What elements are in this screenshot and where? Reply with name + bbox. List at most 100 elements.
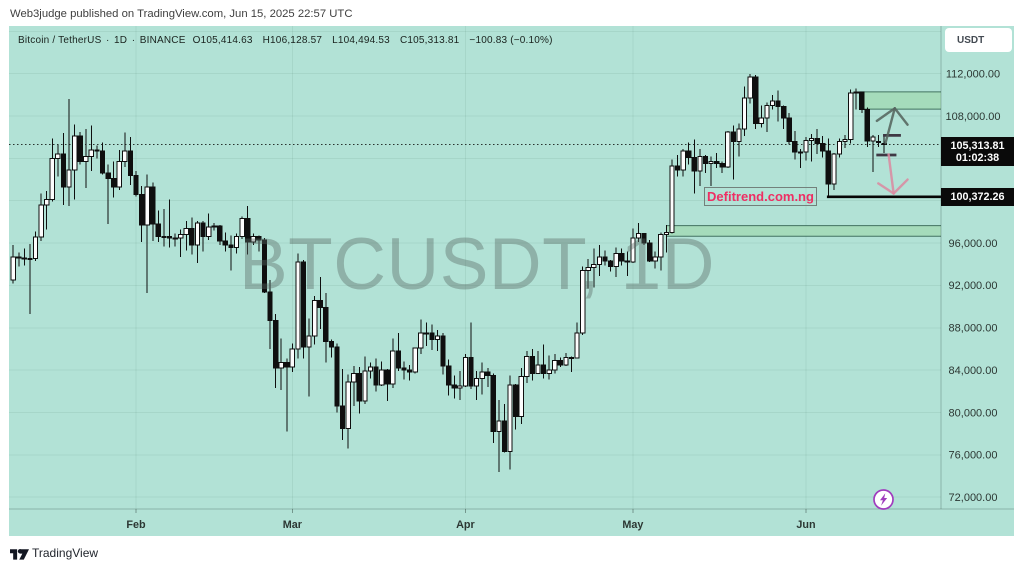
chart-canvas[interactable]: 112,000.00 108,000.00 96,000.00 92,000.00 88…	[9, 26, 1014, 536]
candle	[619, 248, 625, 266]
lightning-button[interactable]	[873, 489, 894, 510]
candle-body	[105, 172, 111, 180]
candle-body	[485, 371, 491, 376]
currency-toggle-button[interactable]: USDT	[945, 28, 1012, 52]
candle-body	[362, 370, 368, 402]
candle-body	[529, 355, 536, 374]
candle	[881, 135, 887, 154]
candle-body	[803, 139, 809, 153]
candle	[323, 292, 329, 363]
candle-body	[568, 356, 575, 359]
candle	[99, 142, 106, 175]
price-tick-label: 108,000.00	[945, 111, 1000, 123]
candle	[356, 366, 362, 414]
x-axis-label-mar[interactable]: Mar	[283, 519, 303, 531]
candle-body	[200, 222, 206, 238]
candle-body	[446, 365, 452, 386]
candle-body	[602, 256, 608, 262]
candle	[390, 338, 396, 389]
candle-body	[725, 131, 731, 168]
candle-body	[781, 106, 787, 119]
candle-body	[786, 117, 792, 142]
candle	[462, 354, 469, 388]
candle	[328, 339, 335, 358]
candle	[21, 248, 28, 266]
candle-body	[178, 234, 184, 239]
candle-body	[825, 150, 831, 185]
candle-body	[245, 218, 251, 243]
arrow-stem	[887, 153, 895, 195]
candle-body	[205, 226, 212, 238]
candle	[172, 233, 178, 247]
candle-body	[613, 253, 619, 267]
ohlc-open-value: 105,414.63	[200, 35, 253, 46]
countdown-timer: 01:02:38	[955, 152, 1000, 165]
candle	[875, 135, 882, 147]
candle	[473, 371, 480, 400]
candle	[568, 356, 575, 373]
candle-body	[440, 335, 446, 367]
lightning-icon	[873, 489, 894, 510]
candle-body	[111, 178, 117, 188]
interval-label[interactable]: 1D	[114, 35, 128, 46]
x-axis-label-jun[interactable]: Jun	[796, 519, 815, 531]
ohlc-high-value: 106,128.57	[270, 35, 323, 46]
candle-body	[686, 150, 692, 158]
candle-body	[513, 384, 519, 418]
candle	[446, 359, 452, 396]
candle-body	[836, 140, 843, 155]
candle-body	[619, 253, 625, 262]
candle-body	[714, 161, 720, 165]
candle	[669, 159, 675, 234]
candle	[233, 233, 240, 254]
candle	[111, 161, 117, 198]
price-tick-label: 92,000.00	[949, 280, 998, 292]
zone-rect	[859, 91, 941, 110]
candle-body	[272, 319, 279, 369]
candle-body	[870, 136, 876, 142]
price-tick-label: 80,000.00	[949, 407, 998, 419]
candle	[714, 153, 720, 168]
candle	[261, 237, 268, 293]
candle-body	[306, 335, 312, 348]
candle	[133, 171, 139, 197]
candle	[10, 245, 16, 284]
candle-body	[88, 149, 95, 157]
candle	[859, 91, 865, 113]
tradingview-wordmark[interactable]: TradingView	[32, 546, 99, 560]
candle-body	[881, 142, 887, 145]
candle	[686, 142, 692, 165]
candle-body	[83, 155, 89, 163]
candle	[166, 199, 173, 248]
symbol-title[interactable]: Bitcoin / TetherUS	[18, 35, 102, 46]
candle	[217, 225, 223, 246]
candle-body	[680, 150, 686, 171]
candle-body	[669, 165, 675, 234]
candle	[200, 220, 206, 252]
x-axis-label-feb[interactable]: Feb	[126, 519, 146, 531]
candle-body	[250, 236, 256, 243]
candle-body	[418, 332, 424, 349]
last-price-value: 105,313.81	[950, 139, 1005, 152]
x-axis-label-may[interactable]: May	[622, 519, 643, 531]
candle-body	[702, 155, 709, 165]
change-value: −100.83 (−0.10%)	[469, 35, 553, 46]
candle-body	[49, 157, 55, 201]
candle	[674, 155, 681, 177]
candle-body	[256, 236, 262, 241]
candle-body	[390, 350, 396, 385]
candle	[339, 369, 346, 440]
candle	[658, 232, 664, 271]
ohlc-open: O105,414.63	[193, 35, 253, 46]
candle-body	[144, 186, 150, 226]
candle	[295, 253, 301, 359]
candle-body	[138, 193, 145, 226]
candle	[786, 112, 792, 145]
x-axis-label-apr[interactable]: Apr	[456, 519, 475, 531]
legend-separator: ·	[105, 35, 110, 46]
candle	[44, 191, 50, 230]
candle	[272, 314, 279, 389]
candle	[250, 233, 256, 246]
candle-body	[473, 378, 480, 387]
tradingview-logo-icon[interactable]	[10, 546, 29, 560]
